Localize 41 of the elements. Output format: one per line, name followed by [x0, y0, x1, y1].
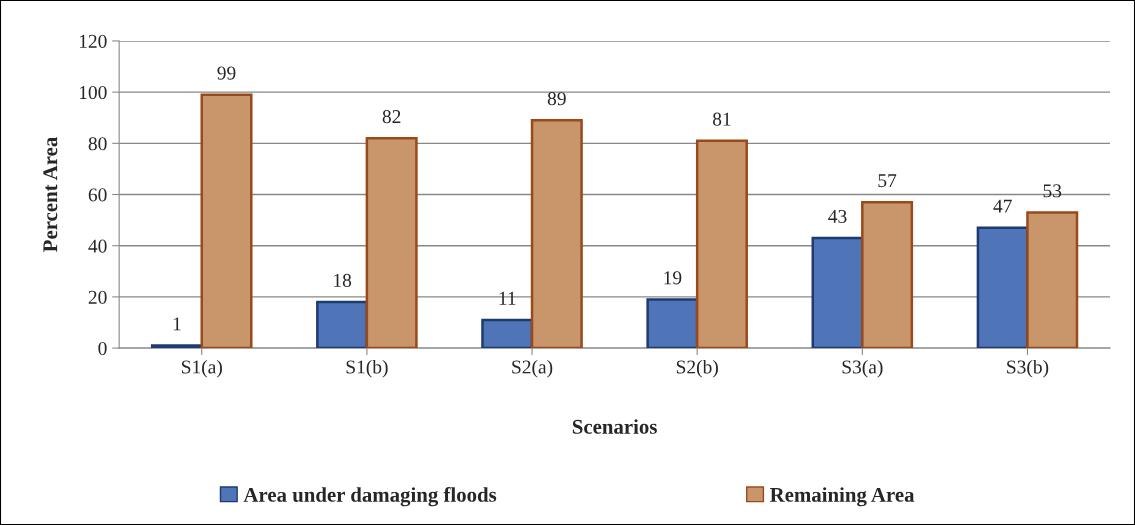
data-label: 53: [1043, 184, 1062, 198]
y-tick-label: 60: [88, 188, 107, 202]
x-tick-label: S1(b): [346, 359, 388, 378]
data-label: 43: [828, 209, 847, 223]
bar: [976, 226, 1029, 349]
legend-label: Remaining Area: [770, 487, 915, 507]
y-tick-label: 20: [88, 290, 107, 304]
bar: [365, 136, 418, 349]
y-tick-label: 100: [79, 85, 107, 100]
data-label: 82: [382, 110, 401, 124]
bar: [861, 200, 914, 349]
bar: [1026, 211, 1079, 349]
data-label: 11: [499, 291, 516, 305]
y-tick-label: 120: [79, 34, 107, 48]
x-tick-label: S2(a): [512, 359, 553, 378]
y-axis-title: Percent Area: [43, 137, 58, 252]
data-label: 47: [993, 199, 1012, 213]
bar: [200, 93, 253, 349]
data-label: 18: [334, 273, 352, 287]
data-label: 81: [712, 112, 731, 126]
bar: [150, 344, 203, 349]
data-label: 57: [878, 174, 897, 188]
data-label: 19: [664, 271, 682, 285]
bar: [316, 300, 369, 349]
x-axis-title: Scenarios: [572, 419, 657, 434]
data-label: 89: [547, 92, 566, 106]
x-tick-label: S1(a): [181, 359, 222, 378]
data-label: 1: [173, 317, 181, 331]
bar: [695, 139, 748, 349]
bar: [811, 236, 864, 349]
x-tick-label: S2(b): [676, 359, 718, 378]
legend-label: Area under damaging floods: [243, 486, 497, 507]
y-tick-label: 0: [98, 341, 107, 356]
y-tick-label: 80: [88, 137, 107, 151]
x-tick-label: S3(b): [1007, 359, 1049, 378]
data-label: 99: [217, 66, 236, 80]
bar: [481, 318, 534, 349]
x-tick-label: S3(a): [842, 359, 883, 378]
y-tick-label: 40: [88, 239, 107, 253]
bar: [646, 298, 699, 349]
bar: [530, 119, 583, 349]
